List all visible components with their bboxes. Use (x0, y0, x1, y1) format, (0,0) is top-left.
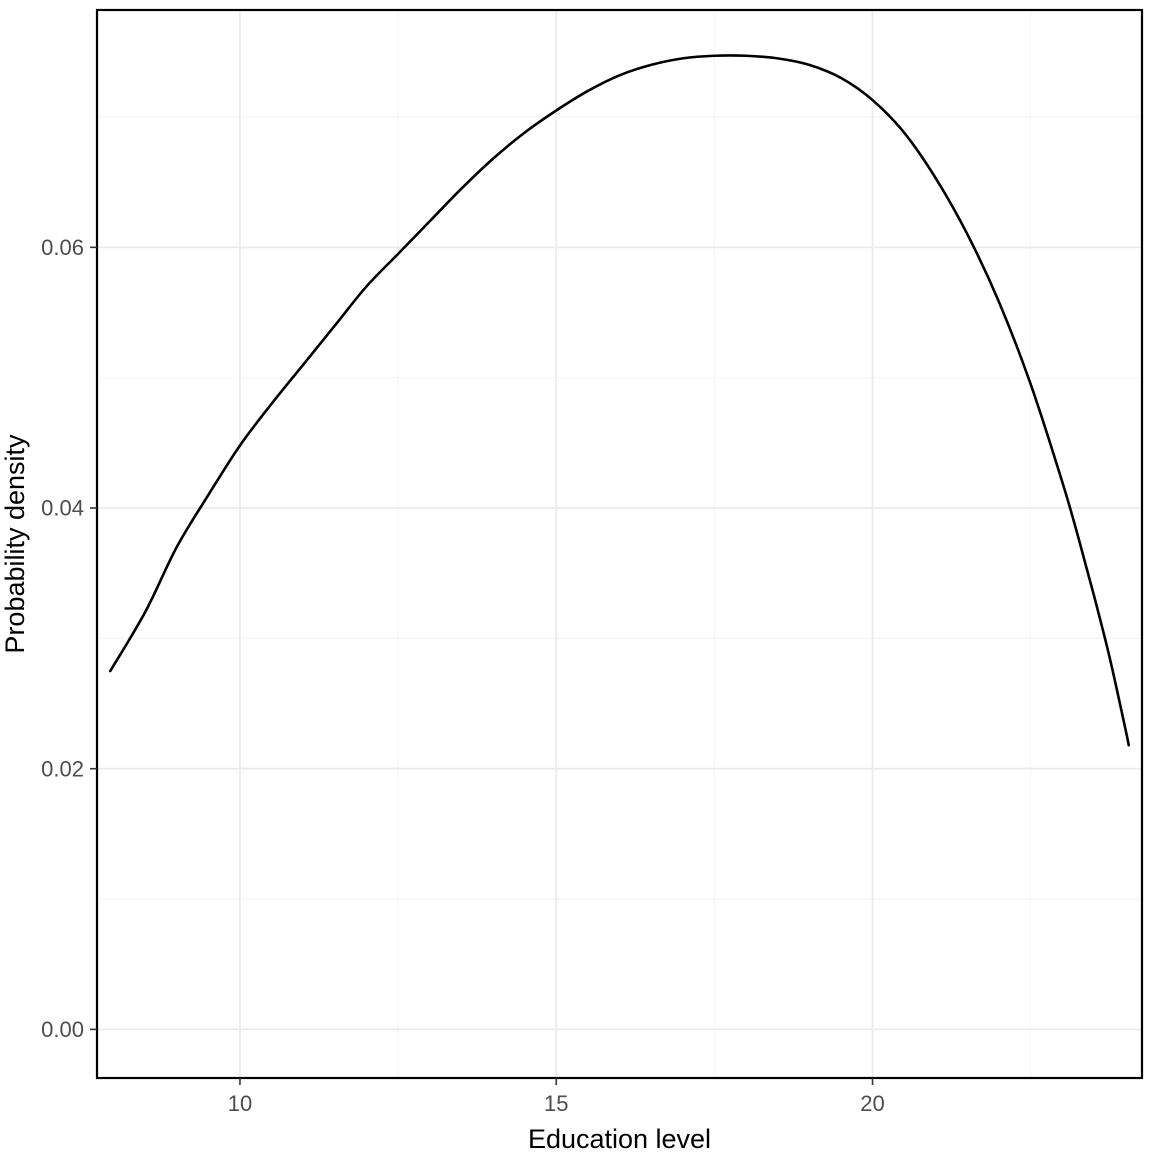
y-tick-label: 0.00 (41, 1017, 84, 1042)
chart-svg: 10 15 20 0.00 0.02 0.04 0.06 Education level Pro… (0, 0, 1152, 1152)
y-tick-label: 0.02 (41, 756, 84, 781)
x-axis-title: Education level (528, 1124, 711, 1152)
density-chart: 10 15 20 0.00 0.02 0.04 0.06 Education level Pro… (0, 0, 1152, 1152)
x-tick-label: 15 (544, 1091, 568, 1116)
y-axis-title: Probability density (0, 434, 30, 654)
y-tick-label: 0.06 (41, 235, 84, 260)
y-tick-label: 0.04 (41, 496, 84, 521)
x-tick-label: 20 (860, 1091, 884, 1116)
x-tick-label: 10 (228, 1091, 252, 1116)
plot-panel (97, 10, 1142, 1078)
